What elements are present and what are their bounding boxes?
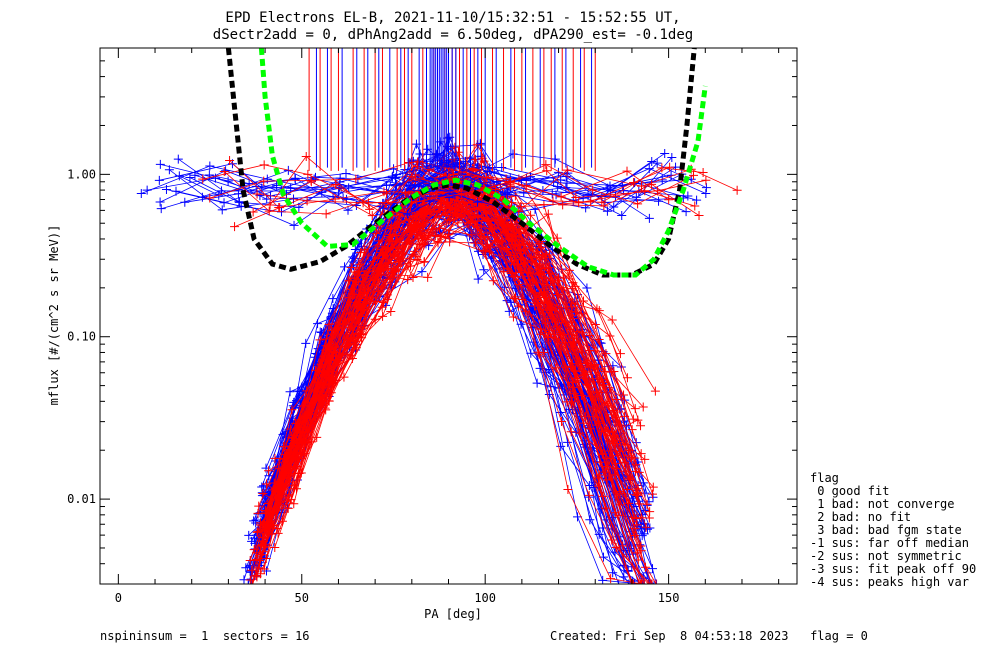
axes: 0 50 100 150 0.01 0.10 1.00 [67,47,798,605]
legend-item: -4 sus: peaks high var [810,575,969,589]
series-line [161,153,692,210]
legend-item: 2 bad: no fit [810,510,911,524]
series-line [234,166,670,228]
series-line [175,163,684,213]
series-1 [245,140,661,584]
series-line [229,160,694,208]
series-point-markers [245,229,646,584]
series-point-markers [265,152,704,220]
footer-right: Created: Fri Sep 8 04:53:18 2023 flag = … [550,629,868,643]
plot-marks [136,48,742,584]
series-2 [136,148,711,230]
series-line [159,163,682,198]
series-line [269,155,700,216]
legend-item: 1 bad: not converge [810,497,955,511]
fit-curve-1 [258,48,708,278]
footer-left: nspininsum = 1 sectors = 16 [100,629,310,643]
chart-title: EPD Electrons EL-B, 2021-11-10/15:32:51 … [225,10,680,26]
flag-legend: flag 0 good fit 1 bad: not converge 2 ba… [810,471,976,589]
legend-item: -1 sus: far off median [810,536,969,550]
series-line [194,174,663,197]
legend-item: 0 good fit [810,484,889,498]
spikes-1 [315,48,593,168]
series-point-markers [225,155,699,212]
x-axis-label: PA [deg] [424,607,482,621]
series-line [169,161,672,211]
legend-item: 3 bad: bad fgm state [810,523,962,537]
x-tick-label: 100 [474,591,496,605]
x-tick-label: 50 [295,591,309,605]
x-tick-label: 150 [658,591,680,605]
legend-item: -3 sus: fit peak off 90 [810,562,976,576]
chart-subtitle: dSectr2add = 0, dPhAng2add = 6.50deg, dP… [213,27,693,43]
legend-item: -2 sus: not symmetric [810,549,962,563]
y-tick-label: 0.10 [67,330,96,344]
y-tick-label: 0.01 [67,492,96,506]
legend-title: flag [810,471,839,485]
series-line [209,162,658,208]
y-axis-label: mflux [#/(cm^2 s sr MeV)] [47,225,61,406]
series-line [209,162,669,201]
y-tick-label: 1.00 [67,167,96,181]
x-tick-label: 0 [115,591,122,605]
